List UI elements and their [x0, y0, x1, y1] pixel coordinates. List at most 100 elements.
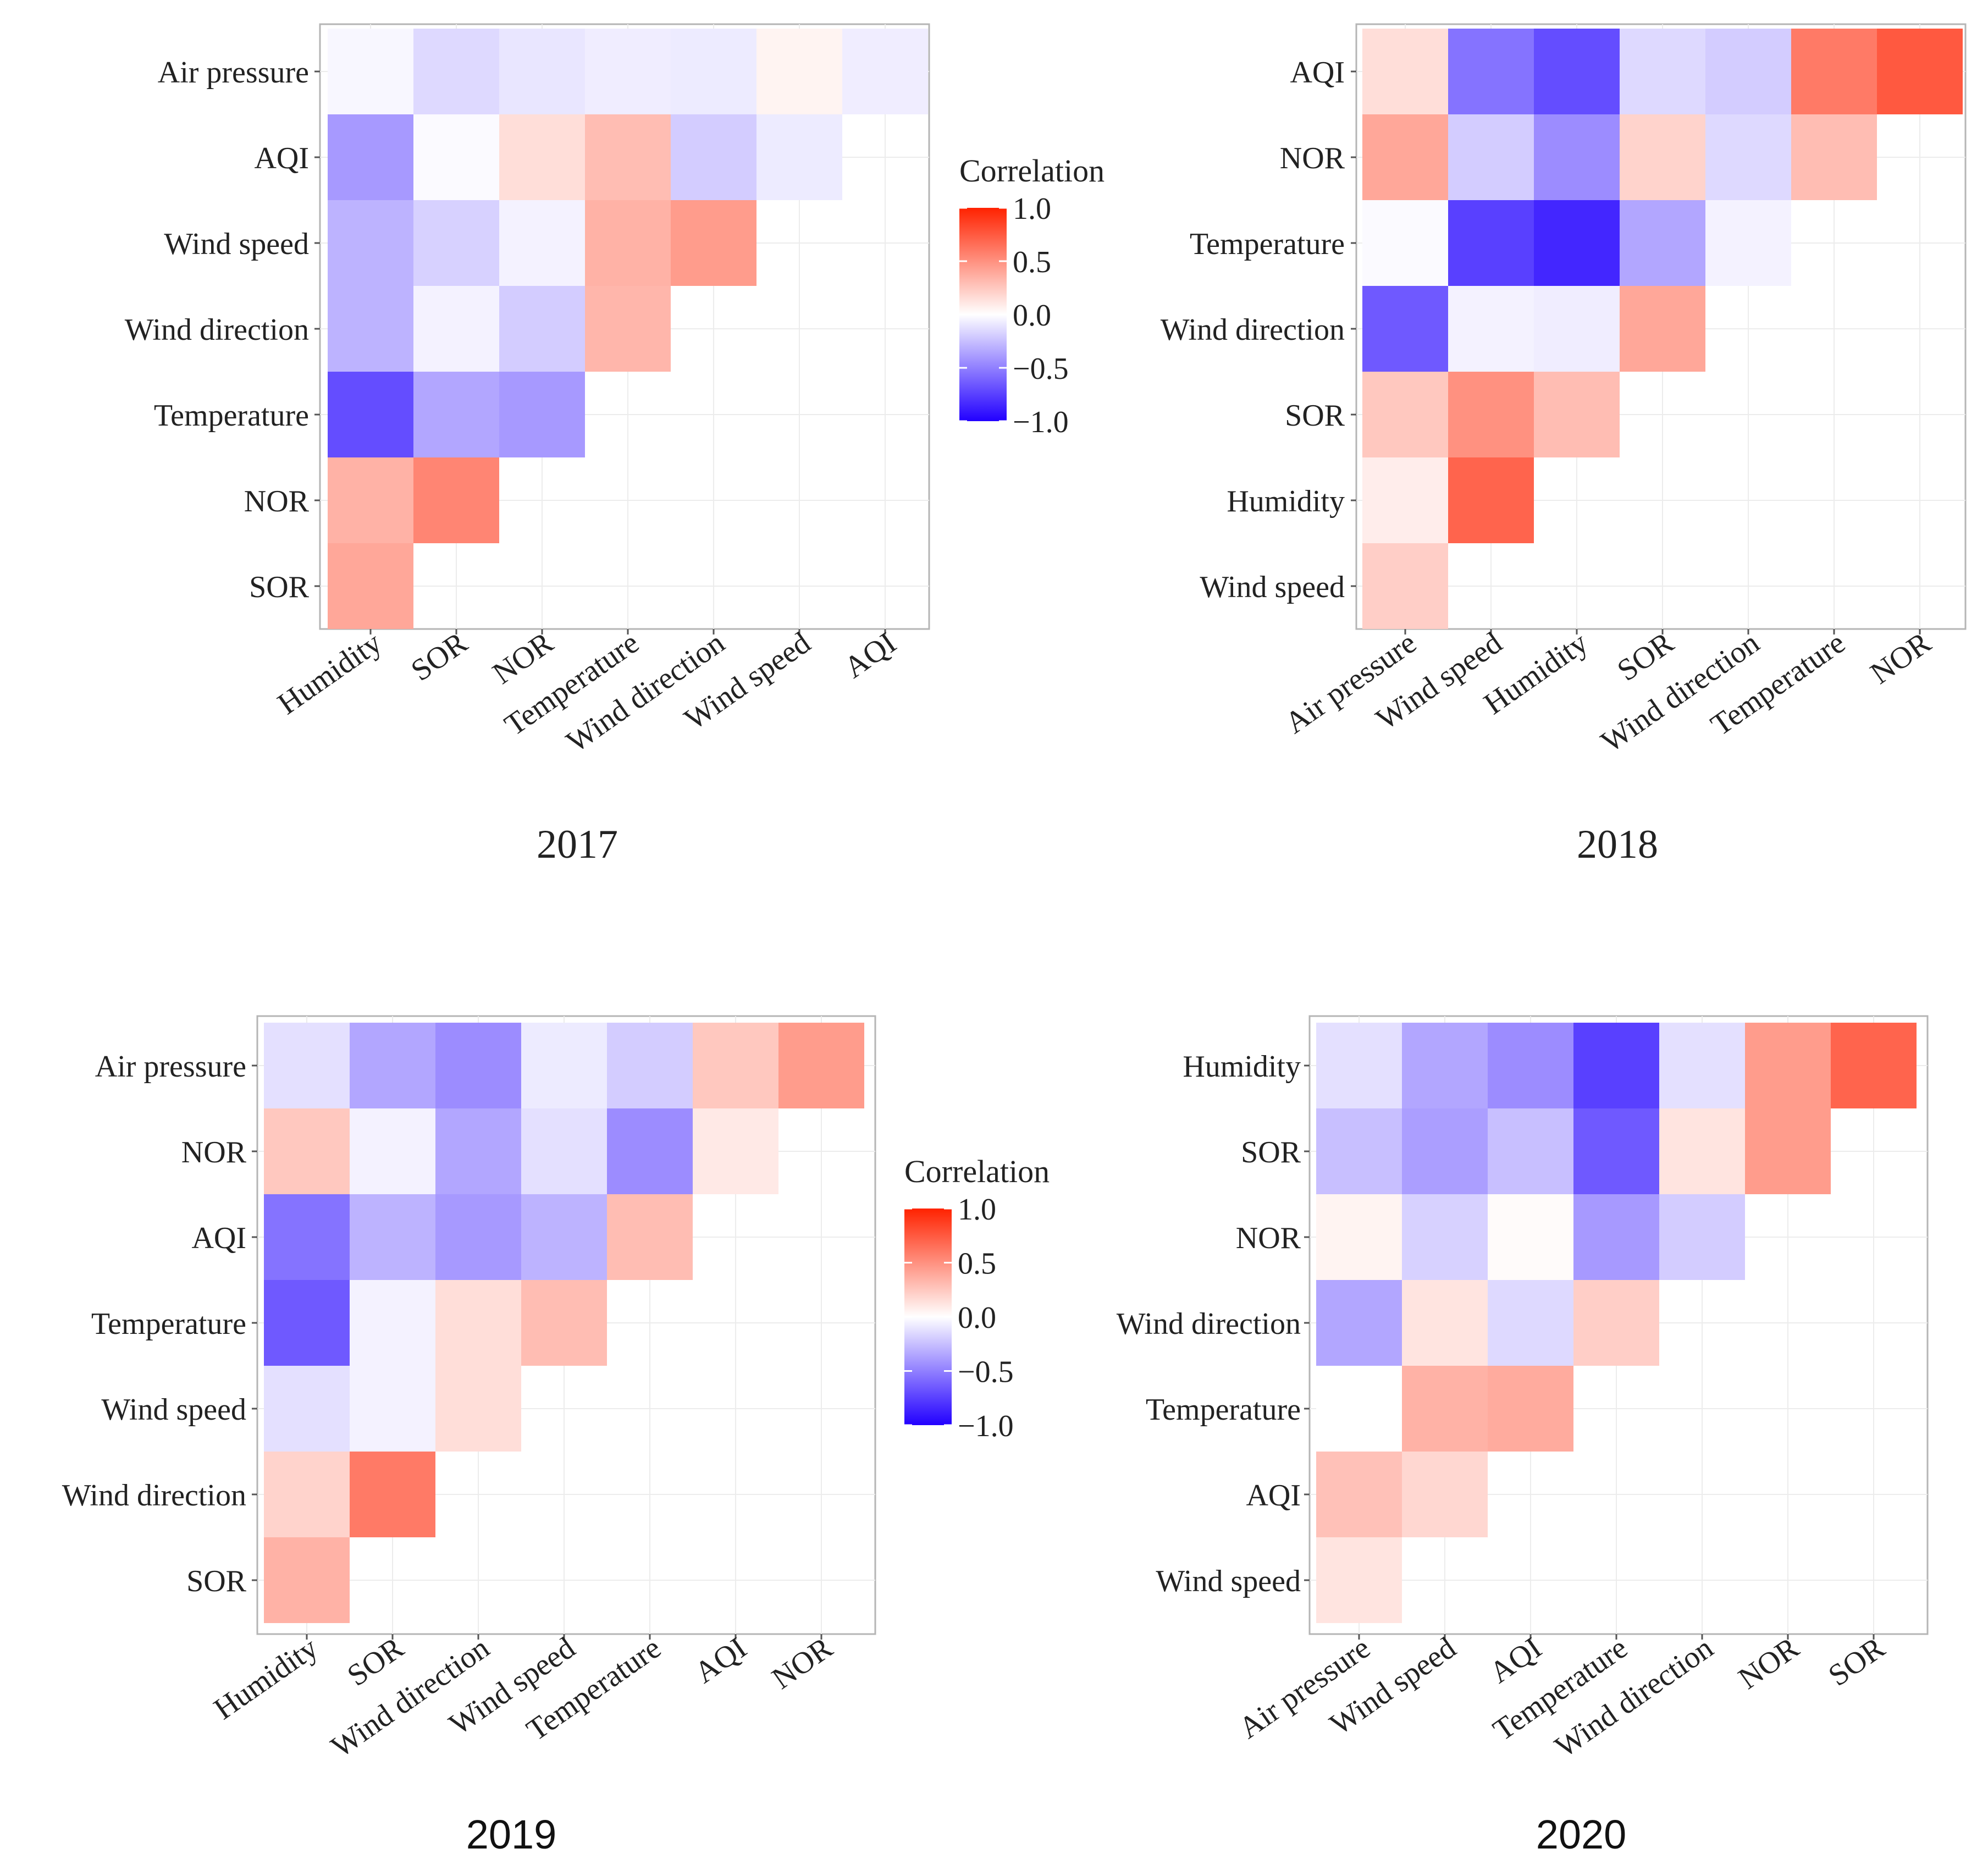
heatmap-cell: Wind direction / Humidity: -0.07 — [1534, 286, 1620, 372]
y-tick-label: Wind direction — [1161, 313, 1345, 347]
y-tick-label: NOR — [181, 1135, 247, 1169]
legend-tick-label: 1.0 — [1013, 192, 1051, 226]
x-tick-label: NOR — [766, 1630, 839, 1696]
x-tick-label: SOR — [1823, 1630, 1891, 1693]
heatmap-cell: Wind speed / Temperature: 0.35 — [585, 200, 671, 286]
heatmap-cell: Humidity / Wind direction: -0.12 — [1659, 1023, 1745, 1108]
heatmap-cell: Temperature / Wind direction: -0.05 — [1705, 200, 1791, 286]
y-tick-label: Temperature — [1146, 1393, 1301, 1427]
heatmap-cell: Air pressure / SOR: -0.35 — [350, 1023, 435, 1108]
heatmap-cell: Wind speed / Humidity: -0.3 — [328, 200, 413, 286]
x-tick-label: AQI — [1483, 1631, 1548, 1690]
heatmap-cell: Wind direction / Wind speed: -0.05 — [1448, 286, 1534, 372]
heatmap-cell: Temperature / Wind speed: -0.75 — [1448, 200, 1534, 286]
heatmap-cell: NOR / Temperature: -0.4 — [1573, 1194, 1659, 1280]
heatmap-cell: Temperature / Wind direction: 0.15 — [435, 1280, 521, 1366]
heatmap-cell: Wind speed / Wind direction: 0.15 — [435, 1366, 521, 1452]
heatmap-cell: NOR / AQI: 0.02 — [1488, 1194, 1573, 1280]
y-tick-label: NOR — [1280, 141, 1345, 175]
heatmap-cell: NOR / Humidity: -0.45 — [1534, 114, 1620, 200]
y-tick-label: Wind direction — [1117, 1307, 1301, 1341]
heatmap-cell: NOR / Wind speed: -0.12 — [521, 1108, 607, 1194]
heatmap-cell: SOR / Air pressure: -0.25 — [1316, 1108, 1402, 1194]
heatmap-2019: Air pressure / Humidity: -0.12Air pressu… — [62, 1015, 876, 1857]
heatmap-cell: NOR / Air pressure: 0.05 — [1316, 1194, 1402, 1280]
heatmap-cell: Air pressure / AQI: -0.07 — [842, 29, 928, 114]
heatmap-cell: SOR / Temperature: -0.65 — [1573, 1108, 1659, 1194]
x-tick-label: Humidity — [272, 626, 388, 721]
heatmap-cell: Temperature / AQI: 0.38 — [1488, 1366, 1573, 1452]
heatmap-cell: Temperature / Air pressure: 0 — [1316, 1366, 1402, 1452]
heatmap-cell: AQI / SOR: -0.15 — [1620, 29, 1705, 114]
heatmap-cell: Wind speed / Air pressure: 0.22 — [1362, 543, 1448, 629]
y-tick-label: Temperature — [91, 1307, 246, 1341]
heatmap-cell: SOR / Humidity: 0.4 — [328, 543, 413, 629]
heatmap-cell: Temperature / SOR: -0.05 — [350, 1280, 435, 1366]
y-tick-label: Wind direction — [125, 313, 309, 347]
panel-title: 2020 — [1536, 1812, 1627, 1857]
heatmap-cell: Wind direction / AQI: -0.15 — [1488, 1280, 1573, 1366]
heatmap-cell: SOR / AQI: -0.25 — [1488, 1108, 1573, 1194]
legend-tick-label: 0.0 — [1013, 299, 1051, 333]
heatmap-cell: Humidity / NOR: 0.45 — [1745, 1023, 1831, 1108]
heatmap-cell: Humidity / Temperature: -0.75 — [1573, 1023, 1659, 1108]
heatmap-2017: Air pressure / Humidity: -0.03Air pressu… — [125, 23, 930, 867]
legend-colorbar — [959, 208, 1007, 421]
heatmap-cell: AQI / Air pressure: 0.28 — [1316, 1452, 1402, 1537]
y-tick-label: AQI — [1246, 1478, 1301, 1513]
heatmap-cell: NOR / Temperature: -0.45 — [607, 1108, 693, 1194]
heatmap-cell: Wind speed / NOR: -0.05 — [499, 200, 585, 286]
heatmap-cell: Wind speed / SOR: -0.18 — [413, 200, 499, 286]
heatmap-cell: Temperature / Wind speed: 0.3 — [521, 1280, 607, 1366]
heatmap-cell: Wind direction / Temperature: 0.22 — [1573, 1280, 1659, 1366]
heatmap-cell: Wind direction / Air pressure: -0.35 — [1316, 1280, 1402, 1366]
x-tick-label: NOR — [1864, 625, 1937, 691]
legend-colorbar — [904, 1209, 952, 1425]
heatmap-cell: Wind speed / Wind direction: 0.45 — [671, 200, 756, 286]
heatmap-cell: Air pressure / Wind direction: -0.45 — [435, 1023, 521, 1108]
y-tick-label: Temperature — [1190, 227, 1345, 261]
heatmap-cell: NOR / Wind speed: -0.18 — [1402, 1194, 1488, 1280]
heatmap-2018: AQI / Air pressure: 0.15AQI / Wind speed… — [1161, 23, 1967, 867]
heatmap-cell: NOR / AQI: 0.1 — [693, 1108, 778, 1194]
legend-tick-label: −1.0 — [1013, 405, 1069, 439]
x-tick-label: AQI — [688, 1631, 753, 1690]
heatmap-cell: Wind direction / NOR: -0.2 — [499, 286, 585, 372]
heatmap-cell: Temperature / Humidity: -0.65 — [264, 1280, 350, 1366]
x-tick-label: SOR — [405, 625, 474, 688]
y-tick-label: SOR — [1241, 1135, 1301, 1169]
heatmap-cell: Air pressure / Temperature: -0.2 — [607, 1023, 693, 1108]
y-tick-label: SOR — [249, 570, 310, 604]
heatmap-cell: SOR / NOR: 0.45 — [1745, 1108, 1831, 1194]
y-tick-label: Air pressure — [158, 56, 309, 90]
y-tick-label: Wind speed — [1200, 570, 1345, 604]
x-tick-label: NOR — [1732, 1630, 1805, 1696]
heatmap-cell: Wind direction / SOR: 0.4 — [1620, 286, 1705, 372]
legend-tick-label: 0.5 — [958, 1247, 996, 1281]
heatmap-cell: Temperature / SOR: -0.35 — [1620, 200, 1705, 286]
heatmap-cell: Air pressure / Wind direction: -0.08 — [671, 29, 756, 114]
panel-title: 2019 — [466, 1812, 557, 1857]
x-tick-label: AQI — [838, 626, 902, 685]
legend-tick-label: 0.5 — [1013, 245, 1051, 279]
heatmap-cell: Air pressure / Temperature: -0.07 — [585, 29, 671, 114]
heatmap-cell: NOR / Wind direction: -0.2 — [1659, 1194, 1745, 1280]
heatmap-cell: SOR / Humidity: 0.3 — [1534, 372, 1620, 457]
heatmap-cell: AQI / Humidity: -0.55 — [264, 1194, 350, 1280]
heatmap-cell: Wind speed / SOR: -0.05 — [350, 1366, 435, 1452]
heatmap-cell: Air pressure / Wind speed: -0.08 — [521, 1023, 607, 1108]
y-tick-label: Wind direction — [62, 1478, 246, 1513]
y-tick-label: Wind speed — [1156, 1564, 1301, 1598]
panel-title: 2017 — [537, 822, 618, 867]
heatmap-cell: AQI / Wind direction: -0.2 — [1705, 29, 1791, 114]
heatmap-cell: AQI / NOR: 0.75 — [1877, 29, 1963, 114]
heatmap-cell: AQI / Temperature: 0.6 — [1791, 29, 1877, 114]
legend-tick-label: 0.0 — [958, 1301, 996, 1335]
legend-tick-label: −1.0 — [958, 1409, 1014, 1443]
heatmap-cell: Temperature / NOR: -0.4 — [499, 372, 585, 457]
heatmap-cell: Temperature / Humidity: -0.7 — [328, 372, 413, 457]
legend-tick-label: −0.5 — [958, 1355, 1014, 1389]
heatmap-cell: NOR / SOR: -0.05 — [350, 1108, 435, 1194]
